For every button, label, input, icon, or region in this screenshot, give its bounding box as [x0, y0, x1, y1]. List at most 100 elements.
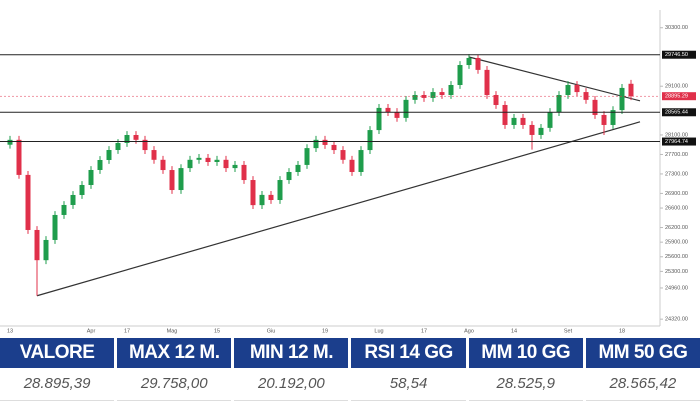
x-tick-label: 19: [322, 328, 328, 334]
table-cell: 20.192,00: [234, 368, 349, 401]
candle-body: [448, 85, 454, 95]
candle-body: [205, 157, 211, 162]
y-tick-label: 24320.00: [665, 317, 688, 323]
table-header: MIN 12 M.: [234, 338, 349, 368]
level-label: 27964.74: [665, 139, 688, 145]
y-tick-label: 26600.00: [665, 206, 688, 212]
candle-body: [376, 107, 382, 131]
stats-table: VALORE MAX 12 M. MIN 12 M. RSI 14 GG MM 10 G…: [0, 338, 700, 401]
candle-body: [16, 139, 22, 175]
candle-body: [331, 144, 337, 151]
candle-body: [268, 194, 274, 201]
candle-body: [439, 92, 445, 95]
candle-body: [421, 94, 427, 98]
y-tick-label: 26900.00: [665, 191, 688, 197]
candle-body: [574, 85, 580, 93]
trend-line: [468, 56, 641, 102]
x-tick-label: Lug: [374, 328, 383, 334]
table-cell: 28.895,39: [0, 368, 115, 401]
candle-body: [340, 150, 346, 160]
candle-body: [214, 159, 220, 162]
candle-body: [610, 110, 616, 125]
y-tick-label: 29100.00: [665, 84, 688, 90]
candle-body: [178, 168, 184, 191]
x-tick-label: 14: [511, 328, 517, 334]
table-header: MM 50 GG: [585, 338, 700, 368]
y-tick-label: 25900.00: [665, 240, 688, 246]
candle-body: [457, 65, 463, 86]
candle-body: [565, 85, 571, 95]
x-tick-label: 17: [124, 328, 130, 334]
candle-body: [367, 130, 373, 151]
x-tick-label: 15: [214, 328, 220, 334]
candle-body: [223, 159, 229, 169]
table-cell: 58,54: [351, 368, 466, 401]
candle-body: [61, 204, 67, 215]
y-tick-label: 24960.00: [665, 285, 688, 291]
y-tick-label: 26200.00: [665, 225, 688, 231]
candle-body: [34, 229, 40, 261]
candle-body: [295, 164, 301, 172]
candle-body: [493, 94, 499, 105]
candle-body: [466, 57, 472, 66]
candle-body: [538, 127, 544, 135]
candle-body: [385, 107, 391, 113]
candle-body: [259, 194, 265, 206]
table-header: VALORE: [0, 338, 115, 368]
candle-body: [358, 150, 364, 172]
x-tick-label: Mag: [167, 328, 178, 334]
candle-body: [277, 180, 283, 201]
candle-body: [502, 104, 508, 125]
trend-line: [36, 121, 641, 297]
candle-body: [313, 139, 319, 149]
level-label-bg: [662, 108, 696, 117]
table-header: RSI 14 GG: [351, 338, 466, 368]
candle-body: [7, 139, 13, 145]
candle-body: [511, 117, 517, 125]
x-tick-label: 13: [7, 328, 13, 334]
x-tick-label: Set: [564, 328, 573, 334]
candle-body: [484, 69, 490, 95]
candle-body: [322, 139, 328, 145]
y-tick-label: 30300.00: [665, 25, 688, 31]
y-tick-label: 28100.00: [665, 132, 688, 138]
candle-body: [43, 239, 49, 261]
candle-body: [169, 170, 175, 191]
candle-body: [304, 148, 310, 165]
candle-body: [52, 214, 58, 240]
y-tick-label: 27300.00: [665, 171, 688, 177]
candle-body: [601, 114, 607, 125]
candle-body: [556, 94, 562, 113]
candle-body: [403, 99, 409, 118]
candle-body: [187, 159, 193, 169]
level-label: 28565.44: [665, 110, 688, 116]
candle-body: [70, 194, 76, 205]
candle-body: [79, 184, 85, 195]
candle-body: [106, 150, 112, 160]
candle-body: [547, 112, 553, 128]
candle-body: [232, 164, 238, 169]
candle-body: [520, 117, 526, 125]
candle-body: [529, 124, 535, 135]
x-tick-label: 18: [619, 328, 625, 334]
last-price-bg: [662, 92, 696, 101]
table-cell: 29.758,00: [117, 368, 232, 401]
x-tick-label: Apr: [87, 328, 96, 334]
x-tick-label: Giu: [267, 328, 276, 334]
level-label: 29746.50: [665, 52, 688, 58]
table-cell: 28.525,9: [468, 368, 583, 401]
candle-body: [349, 159, 355, 172]
candle-body: [475, 57, 481, 70]
candle-body: [97, 159, 103, 170]
candle-body: [115, 142, 121, 151]
chart: 30300.00 29100.00 28100.00 27700.00 27300.00…: [0, 10, 696, 335]
y-tick-label: 25600.00: [665, 254, 688, 260]
level-label-bg: [662, 137, 696, 146]
candle-body: [394, 112, 400, 118]
candle-body: [142, 139, 148, 151]
candle-body: [412, 94, 418, 100]
y-tick-label: 27700.00: [665, 152, 688, 158]
candle-body: [592, 99, 598, 115]
candle-body: [583, 92, 589, 100]
